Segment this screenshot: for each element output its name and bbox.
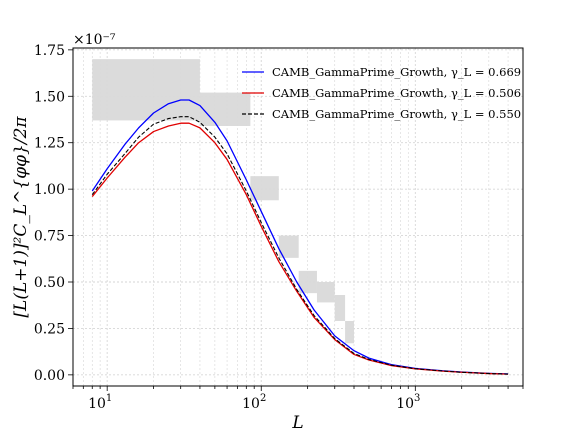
axis-ticks: 101 102 103 0.00 0.25 0.50 0.75 1.00 1.25 1.50 1.7…	[34, 43, 524, 412]
error-box	[250, 176, 279, 201]
error-box	[345, 321, 355, 344]
error-box	[278, 235, 299, 258]
y-tick-label: 0.50	[34, 275, 65, 291]
x-tick-label: 101	[88, 393, 112, 412]
x-axis-label: L	[291, 413, 303, 433]
y-tick-label: 1.75	[34, 43, 65, 59]
legend: CAMB_GammaPrime_Growth, γ_L = 0.669 CAMB_…	[242, 65, 521, 121]
error-box	[334, 295, 346, 321]
error-box	[298, 270, 317, 294]
y-tick-label: 1.25	[34, 136, 65, 152]
legend-label: CAMB_GammaPrime_Growth, γ_L = 0.550	[272, 107, 521, 121]
error-boxes	[92, 59, 355, 344]
y-tick-label: 1.50	[34, 89, 65, 105]
legend-label: CAMB_GammaPrime_Growth, γ_L = 0.669	[272, 65, 521, 79]
plot-frame	[72, 47, 524, 387]
y-axis-label: [L(L+1)]²C_L^{φφ}/2π	[11, 116, 31, 318]
error-box	[92, 59, 200, 121]
y-tick-label: 0.75	[34, 229, 65, 245]
y-scale-multiplier: ×10⁻⁷	[73, 32, 116, 48]
series-line	[91, 116, 509, 375]
x-tick-label: 103	[396, 393, 420, 412]
error-box	[199, 92, 251, 126]
x-tick-label: 102	[242, 393, 266, 412]
legend-label: CAMB_GammaPrime_Growth, γ_L = 0.506	[272, 86, 521, 100]
series-lines	[91, 99, 509, 375]
y-tick-label: 1.00	[34, 182, 65, 198]
error-box	[316, 282, 335, 303]
y-tick-label: 0.25	[34, 321, 65, 337]
y-tick-label: 0.00	[34, 368, 65, 384]
